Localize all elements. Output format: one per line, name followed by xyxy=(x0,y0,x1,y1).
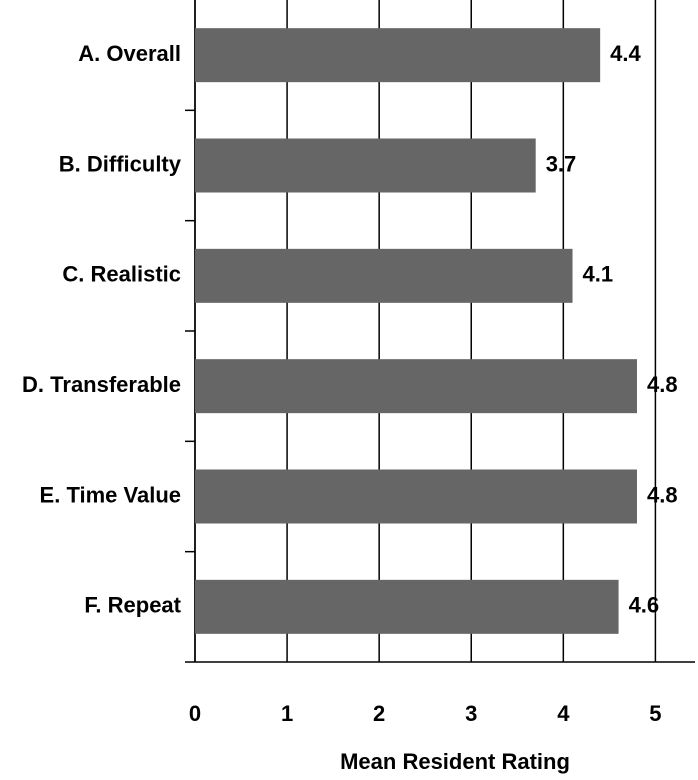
y-tick-label: A. Overall xyxy=(78,41,181,66)
y-tick-label: C. Realistic xyxy=(62,262,181,287)
bar xyxy=(195,248,573,303)
value-label: 4.8 xyxy=(647,482,678,507)
x-tick-label: 3 xyxy=(465,701,477,726)
bar xyxy=(195,28,601,83)
bar xyxy=(195,579,619,634)
bar xyxy=(195,469,637,524)
y-tick-label: B. Difficulty xyxy=(59,151,182,176)
x-tick-label: 5 xyxy=(649,701,661,726)
y-tick-label: F. Repeat xyxy=(84,593,181,618)
value-label: 4.8 xyxy=(647,372,678,397)
value-label: 3.7 xyxy=(546,151,577,176)
x-tick-label: 1 xyxy=(281,701,293,726)
value-label: 4.1 xyxy=(583,262,614,287)
bar xyxy=(195,359,637,414)
value-label: 4.4 xyxy=(610,41,641,66)
y-tick-label: E. Time Value xyxy=(40,482,181,507)
value-label: 4.6 xyxy=(629,593,660,618)
x-tick-label: 2 xyxy=(373,701,385,726)
x-tick-label: 4 xyxy=(557,701,570,726)
y-tick-label: D. Transferable xyxy=(22,372,181,397)
x-axis-label: Mean Resident Rating xyxy=(340,749,570,774)
bar xyxy=(195,138,536,193)
x-tick-label: 0 xyxy=(189,701,201,726)
